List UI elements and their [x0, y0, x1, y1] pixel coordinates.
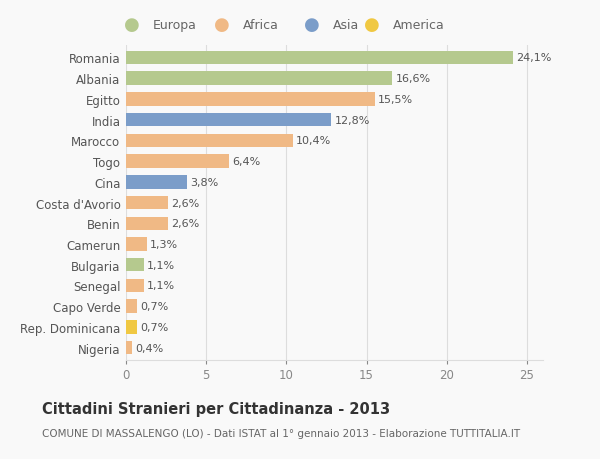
- Text: 0,7%: 0,7%: [140, 302, 169, 312]
- Text: 12,8%: 12,8%: [335, 115, 370, 125]
- Text: 1,1%: 1,1%: [147, 281, 175, 291]
- Text: 6,4%: 6,4%: [232, 157, 260, 167]
- Text: 1,3%: 1,3%: [150, 240, 178, 250]
- Text: 2,6%: 2,6%: [171, 198, 199, 208]
- Bar: [126, 300, 137, 313]
- Bar: [126, 176, 187, 189]
- Text: Africa: Africa: [243, 19, 279, 32]
- Text: ●: ●: [364, 16, 380, 34]
- Text: 2,6%: 2,6%: [171, 219, 199, 229]
- Text: 0,4%: 0,4%: [136, 343, 164, 353]
- Bar: [126, 51, 512, 65]
- Text: 24,1%: 24,1%: [516, 53, 551, 63]
- Bar: [126, 196, 168, 210]
- Bar: [126, 155, 229, 168]
- Bar: [126, 72, 392, 86]
- Bar: [126, 238, 147, 251]
- Bar: [126, 114, 331, 127]
- Bar: [126, 341, 133, 355]
- Text: 1,1%: 1,1%: [147, 260, 175, 270]
- Text: Asia: Asia: [333, 19, 359, 32]
- Text: 0,7%: 0,7%: [140, 322, 169, 332]
- Text: 15,5%: 15,5%: [378, 95, 413, 105]
- Text: ●: ●: [214, 16, 230, 34]
- Bar: [126, 258, 143, 272]
- Text: ●: ●: [124, 16, 140, 34]
- Bar: [126, 93, 374, 106]
- Text: 3,8%: 3,8%: [190, 178, 218, 187]
- Bar: [126, 134, 293, 148]
- Text: COMUNE DI MASSALENGO (LO) - Dati ISTAT al 1° gennaio 2013 - Elaborazione TUTTITA: COMUNE DI MASSALENGO (LO) - Dati ISTAT a…: [42, 428, 520, 438]
- Bar: [126, 279, 143, 292]
- Text: 16,6%: 16,6%: [395, 74, 431, 84]
- Text: America: America: [393, 19, 445, 32]
- Bar: [126, 217, 168, 230]
- Text: ●: ●: [304, 16, 320, 34]
- Text: Europa: Europa: [153, 19, 197, 32]
- Text: 10,4%: 10,4%: [296, 136, 331, 146]
- Text: Cittadini Stranieri per Cittadinanza - 2013: Cittadini Stranieri per Cittadinanza - 2…: [42, 402, 390, 417]
- Bar: [126, 320, 137, 334]
